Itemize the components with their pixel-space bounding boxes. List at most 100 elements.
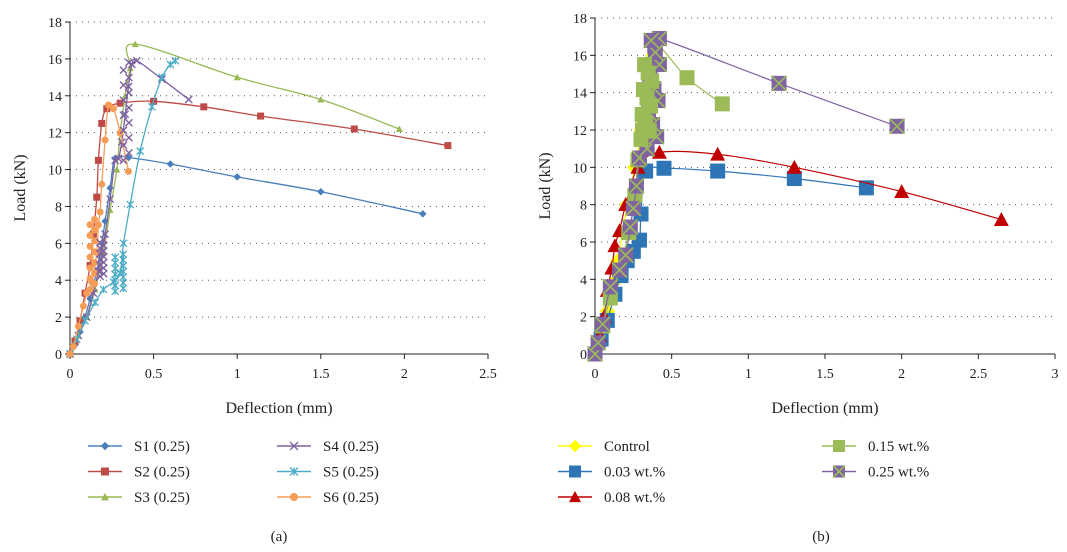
marker-cross	[590, 334, 607, 351]
legend-item: S3 (0.25)	[88, 490, 190, 506]
data-point	[91, 258, 99, 266]
data-point	[91, 248, 99, 256]
y-tick-label: 6	[580, 236, 587, 251]
marker-cross	[832, 464, 846, 479]
marker-cross	[643, 32, 660, 49]
data-point	[611, 261, 628, 279]
data-point	[119, 156, 128, 165]
data-point	[86, 232, 94, 240]
data-point	[710, 146, 726, 161]
legend-label: S2 (0.25)	[134, 465, 190, 481]
legend-marker	[569, 491, 581, 503]
data-point	[147, 102, 156, 111]
data-point	[91, 215, 99, 223]
y-tick-label: 18	[48, 16, 62, 31]
legend: Control 0.03 wt.% 0.08 wt.% 0.15 wt.% 0.25 w…	[558, 439, 929, 506]
data-point	[91, 237, 99, 245]
legend-label: S1 (0.25)	[134, 439, 190, 455]
x-tick-label: 0.5	[145, 367, 163, 382]
data-point	[628, 177, 645, 195]
y-axis-title: Load (kN)	[537, 152, 554, 219]
y-tick-label: 2	[580, 311, 587, 326]
data-point	[93, 193, 101, 201]
data-point	[770, 75, 788, 92]
data-point	[119, 250, 128, 259]
y-tick-label: 8	[55, 200, 62, 215]
legend-label: S4 (0.25)	[323, 439, 379, 455]
data-point	[74, 322, 82, 330]
data-point	[350, 125, 358, 133]
legend-label: S5 (0.25)	[323, 465, 379, 481]
x-tick-label: 1.5	[816, 367, 834, 382]
y-tick-label: 4	[55, 274, 62, 289]
y-tick-label: 16	[573, 49, 587, 64]
data-point	[94, 221, 102, 229]
data-point	[418, 209, 427, 218]
x-tick-label: 0	[592, 367, 599, 382]
data-point	[106, 184, 114, 192]
marker-cross	[625, 200, 642, 217]
legend-item: S5 (0.25)	[277, 465, 379, 481]
data-point	[651, 144, 667, 159]
data-point	[444, 142, 452, 150]
data-point	[113, 166, 121, 173]
x-tick-label: 1	[234, 367, 241, 382]
data-point	[103, 105, 111, 113]
data-point	[200, 103, 208, 111]
series-layer	[586, 30, 1009, 363]
marker-cross	[594, 316, 611, 333]
x-tick-label: 2	[898, 367, 905, 382]
data-point	[594, 316, 611, 333]
data-point	[111, 253, 120, 262]
data-point	[98, 119, 106, 127]
data-point	[114, 154, 123, 163]
data-point	[171, 56, 180, 65]
data-point	[124, 103, 133, 112]
data-point	[679, 70, 695, 86]
figure-caption: (a)	[271, 529, 288, 545]
data-point	[889, 118, 906, 135]
marker-cross	[628, 177, 645, 195]
data-point	[132, 56, 141, 65]
y-tick-label: 18	[573, 12, 587, 27]
legend-marker	[290, 493, 298, 501]
x-tick-label: 2.5	[479, 367, 497, 382]
legend-marker	[101, 493, 109, 501]
series-line	[69, 43, 400, 355]
data-point	[86, 253, 94, 261]
data-point	[158, 73, 166, 82]
y-tick-label: 2	[55, 311, 62, 326]
legend-label: 0.25 wt.%	[868, 465, 929, 481]
x-tick-label: 2.5	[970, 367, 988, 382]
data-point	[656, 160, 672, 176]
data-point	[124, 148, 133, 157]
legend-marker	[568, 439, 582, 453]
data-point	[233, 73, 241, 81]
data-point	[109, 105, 117, 113]
data-point	[126, 200, 135, 209]
legend-item: 0.03 wt.%	[558, 465, 665, 481]
figure-caption: (b)	[812, 529, 830, 545]
y-tick-label: 0	[55, 348, 62, 363]
data-point	[91, 226, 99, 234]
y-tick-label: 6	[55, 237, 62, 252]
y-tick-label: 0	[580, 348, 587, 363]
legend-item: S4 (0.25)	[277, 439, 379, 455]
data-point	[233, 173, 242, 181]
data-point	[602, 278, 619, 295]
data-point	[590, 334, 607, 351]
legend-item: Control	[558, 439, 650, 455]
chart-panel-a: 0 2 4 6 8 10 12 14 16 18 0 0.5 1 1.5 2 2.5 Deflection (m…	[12, 16, 497, 545]
marker-cross	[602, 278, 619, 295]
data-point	[106, 195, 115, 204]
data-point	[91, 298, 100, 307]
legend-label: Control	[604, 439, 650, 455]
x-axis-title: Deflection (mm)	[225, 400, 332, 417]
data-point	[124, 88, 133, 97]
legend-marker	[101, 467, 109, 476]
data-point	[786, 159, 802, 174]
data-point	[81, 316, 90, 325]
data-point	[119, 111, 128, 120]
data-point	[96, 208, 104, 216]
data-point	[166, 160, 175, 168]
